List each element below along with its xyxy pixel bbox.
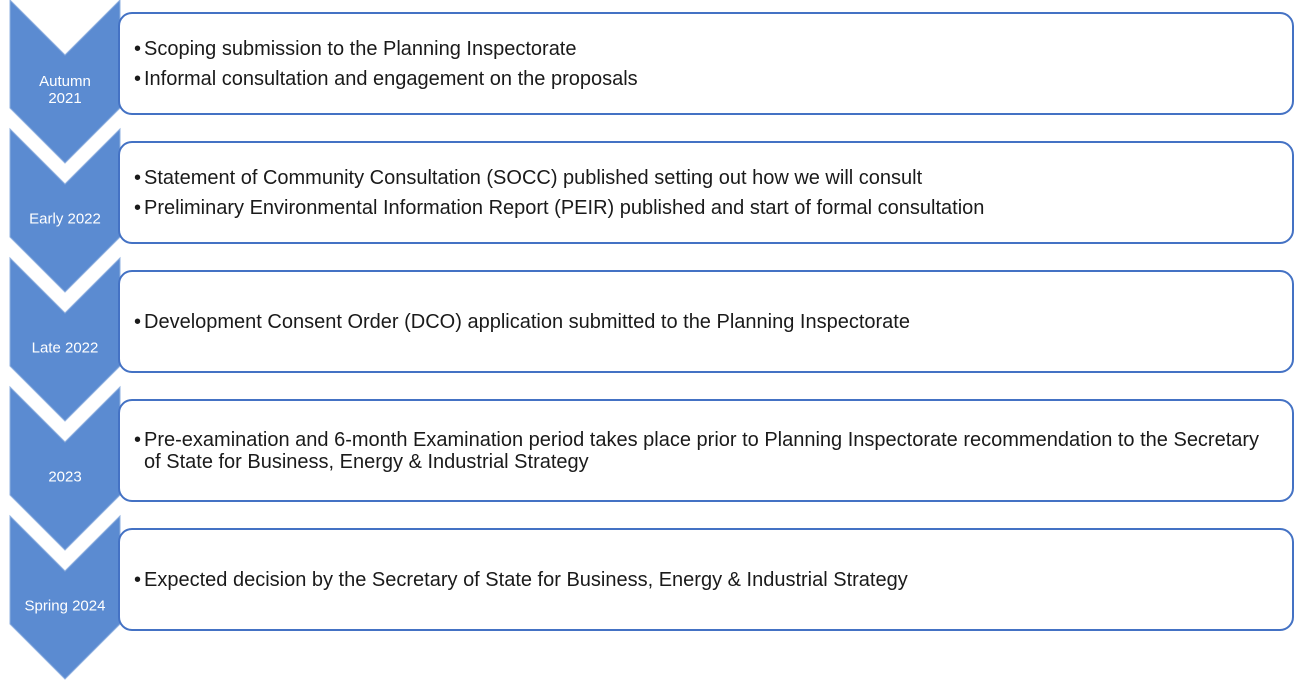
item-text: Statement of Community Consultation (SOC…	[144, 166, 923, 189]
stage-label: Spring 2024	[24, 597, 106, 615]
stage-label: 2023	[48, 468, 82, 486]
bullet-item: • Development Consent Order (DCO) applica…	[134, 311, 1272, 333]
bullet: •	[134, 67, 142, 90]
item-text: Preliminary Environmental Information Re…	[144, 196, 985, 219]
bullet-item: • Preliminary Environmental Information R…	[134, 197, 1272, 219]
bullet: •	[134, 310, 142, 333]
item-text: Pre-examination and 6-month Examination …	[144, 428, 1260, 473]
bullet-item: • Expected decision by the Secretary of S…	[134, 569, 1272, 591]
stage-label: Early 2022	[29, 210, 101, 228]
bullet-item: • Pre-examination and 6-month Examination…	[134, 429, 1272, 473]
stage-box: • Development Consent Order (DCO) applica…	[118, 270, 1294, 373]
bullet: •	[134, 428, 142, 451]
bullet: •	[134, 166, 142, 189]
item-text: Informal consultation and engagement on …	[144, 67, 638, 90]
bullet-item: • Statement of Community Consultation (SO…	[134, 167, 1272, 189]
stage-box: • Expected decision by the Secretary of S…	[118, 528, 1294, 631]
bullet-item: • Scoping submission to the Planning Insp…	[134, 38, 1272, 60]
bullet: •	[134, 196, 142, 219]
item-text: Expected decision by the Secretary of St…	[144, 568, 908, 591]
stage-box: • Scoping submission to the Planning Insp…	[118, 12, 1294, 115]
stage-label: Late 2022	[31, 339, 99, 357]
stage-box: • Statement of Community Consultation (SO…	[118, 141, 1294, 244]
bullet: •	[134, 568, 142, 591]
stage-label: Autumn 2021	[39, 73, 91, 107]
item-text: Development Consent Order (DCO) applicat…	[144, 310, 910, 333]
bullet: •	[134, 37, 142, 60]
item-text: Scoping submission to the Planning Inspe…	[144, 37, 577, 60]
stage-box: • Pre-examination and 6-month Examination…	[118, 399, 1294, 502]
bullet-item: • Informal consultation and engagement on…	[134, 68, 1272, 90]
